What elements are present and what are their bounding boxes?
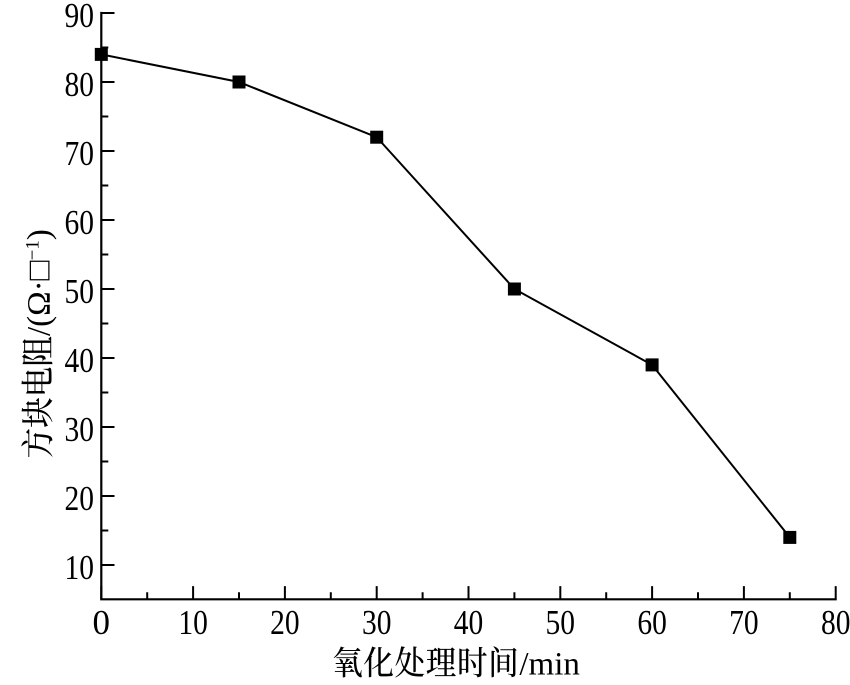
svg-text:70: 70 xyxy=(65,134,95,173)
svg-text:10: 10 xyxy=(178,603,208,642)
svg-text:80: 80 xyxy=(65,65,95,104)
svg-text:60: 60 xyxy=(65,203,95,242)
svg-text:40: 40 xyxy=(454,603,484,642)
svg-text:90: 90 xyxy=(65,0,95,35)
svg-text:/(Ω·□−1): /(Ω·□−1) xyxy=(22,229,58,336)
svg-text:70: 70 xyxy=(729,603,759,642)
svg-text:40: 40 xyxy=(65,341,95,380)
svg-text:60: 60 xyxy=(637,603,667,642)
svg-text:10: 10 xyxy=(65,548,95,587)
svg-text:30: 30 xyxy=(362,603,392,642)
svg-text:30: 30 xyxy=(65,410,95,449)
svg-text:20: 20 xyxy=(270,603,300,642)
svg-text:0: 0 xyxy=(93,603,111,642)
svg-text:/min: /min xyxy=(519,647,580,683)
svg-text:80: 80 xyxy=(821,603,850,642)
svg-text:50: 50 xyxy=(546,603,576,642)
svg-text:20: 20 xyxy=(65,479,95,518)
svg-text:50: 50 xyxy=(65,272,95,311)
